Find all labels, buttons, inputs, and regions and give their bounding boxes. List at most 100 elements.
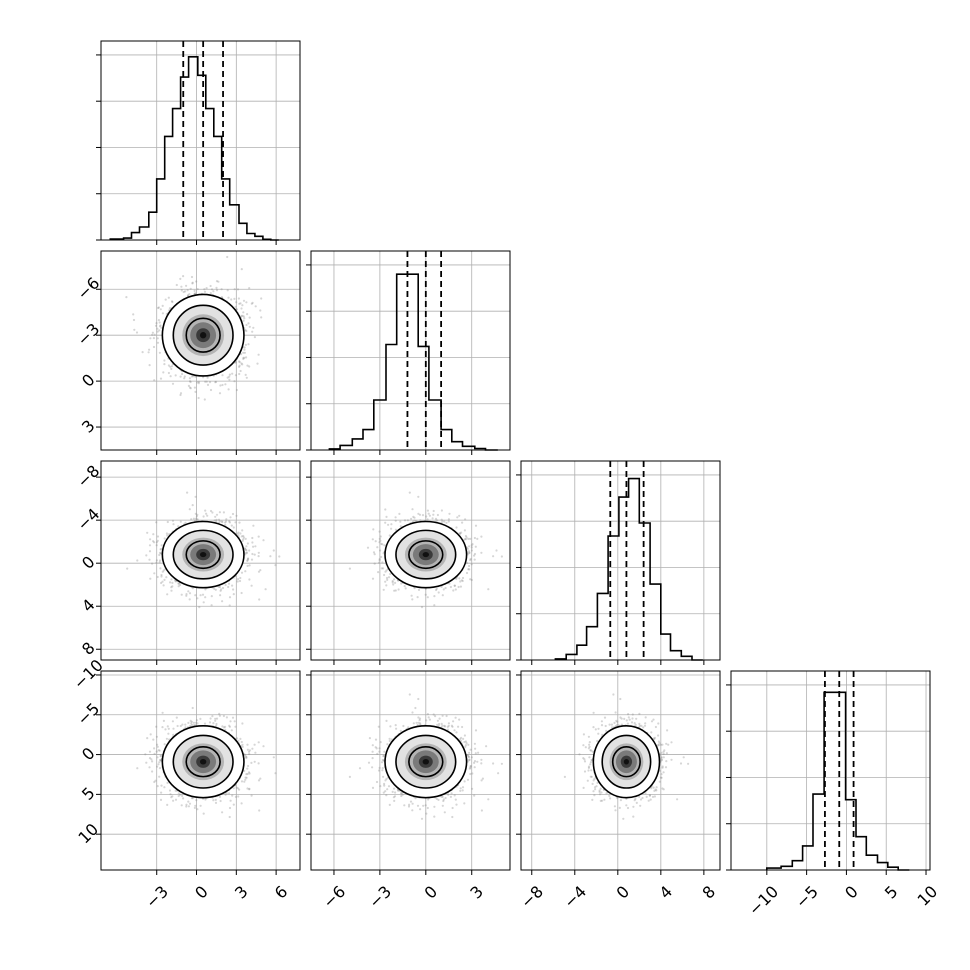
scatter-point xyxy=(375,780,379,784)
scatter-point xyxy=(394,516,397,519)
scatter-point xyxy=(179,277,182,280)
scatter-point xyxy=(269,555,272,558)
scatter-point xyxy=(449,795,452,799)
scatter-point xyxy=(166,803,169,807)
scatter-point xyxy=(159,759,162,762)
scatter-point xyxy=(152,738,155,741)
scatter-point xyxy=(593,794,596,797)
scatter-point xyxy=(244,570,247,573)
scatter-point xyxy=(247,771,251,774)
scatter-point xyxy=(278,555,281,558)
scatter-point xyxy=(156,341,160,344)
scatter-point xyxy=(371,786,375,790)
scatter-point xyxy=(199,594,202,597)
scatter-point xyxy=(148,550,152,553)
scatter-point xyxy=(148,558,151,561)
scatter-point xyxy=(185,805,188,808)
scatter-point xyxy=(657,743,660,746)
scatter-point xyxy=(157,306,160,310)
contour-line xyxy=(185,317,221,353)
scatter-point xyxy=(196,519,199,522)
density-content xyxy=(126,491,281,609)
scatter-point xyxy=(251,301,254,304)
y-tick-label: −5 xyxy=(73,699,103,729)
scatter-point xyxy=(158,559,162,562)
scatter-point xyxy=(470,549,473,552)
scatter-point xyxy=(445,714,448,718)
scatter-point xyxy=(428,514,431,517)
scatter-point xyxy=(627,713,630,716)
scatter-point xyxy=(666,729,669,732)
scatter-point xyxy=(241,304,244,307)
scatter-point xyxy=(394,519,397,522)
scatter-point xyxy=(243,753,246,757)
scatter-point xyxy=(459,580,462,583)
scatter-point xyxy=(436,719,439,722)
scatter-point xyxy=(438,717,441,720)
scatter-point xyxy=(477,751,480,754)
scatter-point xyxy=(618,806,621,810)
scatter-point xyxy=(219,384,222,387)
scatter-point xyxy=(157,763,160,766)
scatter-point xyxy=(193,386,196,389)
scatter-point xyxy=(424,593,427,596)
scatter-point xyxy=(464,518,467,521)
scatter-point xyxy=(650,731,653,734)
scatter-point xyxy=(469,764,472,768)
scatter-point xyxy=(225,792,228,795)
scatter-point xyxy=(241,363,244,366)
scatter-point xyxy=(608,723,611,726)
scatter-point xyxy=(468,552,471,555)
scatter-point xyxy=(166,725,169,728)
scatter-point xyxy=(161,580,164,583)
scatter-point xyxy=(259,309,262,312)
scatter-point xyxy=(473,552,477,556)
scatter-point xyxy=(379,535,382,538)
scatter-point xyxy=(469,578,472,581)
scatter-point xyxy=(240,353,243,356)
scatter-point xyxy=(587,747,591,750)
scatter-point xyxy=(385,777,388,781)
scatter-point xyxy=(628,718,631,721)
scatter-point xyxy=(158,761,161,764)
scatter-point xyxy=(467,537,470,541)
scatter-point xyxy=(136,559,139,562)
scatter-point xyxy=(441,714,444,717)
scatter-point xyxy=(245,756,248,760)
scatter-point xyxy=(163,359,166,362)
scatter-point xyxy=(227,296,230,299)
scatter-point xyxy=(155,559,158,562)
scatter-point xyxy=(464,740,467,743)
scatter-point xyxy=(196,518,199,521)
scatter-point xyxy=(158,329,161,332)
scatter-point xyxy=(235,786,238,789)
scatter-point xyxy=(441,795,444,799)
scatter-point xyxy=(449,585,452,589)
scatter-point xyxy=(159,377,163,380)
scatter-point xyxy=(589,763,592,766)
scatter-point xyxy=(458,514,461,517)
scatter-point xyxy=(587,769,590,772)
scatter-point xyxy=(378,750,381,753)
scatter-point xyxy=(243,780,246,783)
scatter-point xyxy=(394,528,397,531)
scatter-point xyxy=(126,567,129,570)
scatter-point xyxy=(386,788,389,791)
scatter-point xyxy=(378,766,381,770)
scatter-point xyxy=(644,716,647,719)
scatter-point xyxy=(653,736,657,740)
scatter-point xyxy=(422,804,425,807)
contour-line xyxy=(408,540,444,570)
scatter-point xyxy=(497,772,500,775)
scatter-point xyxy=(378,530,381,533)
scatter-point xyxy=(389,725,392,728)
scatter-point xyxy=(225,716,228,719)
scatter-point xyxy=(388,803,391,807)
scatter-point xyxy=(382,588,385,591)
scatter-point xyxy=(639,798,643,801)
scatter-point xyxy=(253,743,256,746)
scatter-point xyxy=(170,367,173,370)
scatter-point xyxy=(625,719,628,722)
scatter-point xyxy=(390,527,393,530)
scatter-point xyxy=(163,743,166,746)
